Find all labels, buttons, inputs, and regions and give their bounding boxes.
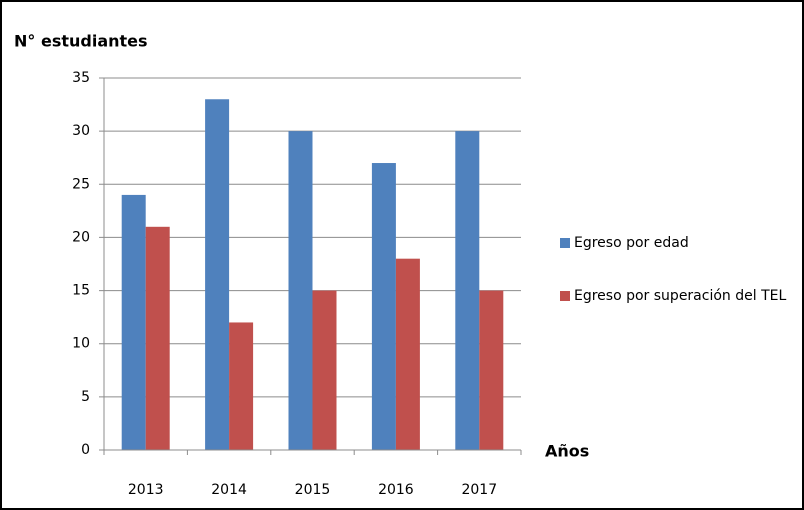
bar xyxy=(371,163,396,450)
bar xyxy=(145,226,170,450)
bar xyxy=(288,131,313,450)
y-tick-label: 20 xyxy=(72,229,90,245)
y-tick-label: 30 xyxy=(72,123,90,139)
y-tick-label: 15 xyxy=(72,283,90,299)
bar xyxy=(229,322,254,450)
y-tick-label: 35 xyxy=(72,70,90,86)
x-tick-label: 2014 xyxy=(211,482,247,498)
x-tick-label: 2017 xyxy=(461,482,497,498)
bar xyxy=(395,258,420,450)
x-tick-label: 2013 xyxy=(128,482,164,498)
legend-label: Egreso por edad xyxy=(574,235,689,251)
bar xyxy=(121,194,146,450)
legend-swatch xyxy=(560,238,570,248)
x-tick-label: 2016 xyxy=(378,482,414,498)
bar xyxy=(312,290,337,450)
bar xyxy=(479,290,504,450)
legend-swatch xyxy=(560,291,570,301)
chart-title: N° estudiantes xyxy=(14,32,148,51)
y-tick-label: 0 xyxy=(81,442,90,458)
x-tick-label: 2015 xyxy=(295,482,331,498)
legend-label: Egreso por superación del TEL xyxy=(574,288,787,304)
bar xyxy=(455,131,480,450)
y-tick-label: 10 xyxy=(72,336,90,352)
legend-item: Egreso por superación del TEL xyxy=(560,285,795,307)
legend-item: Egreso por edad xyxy=(560,232,795,254)
x-axis-label: Años xyxy=(545,442,589,461)
y-tick-label: 25 xyxy=(72,176,90,192)
bar xyxy=(205,99,230,450)
y-tick-label: 5 xyxy=(81,389,90,405)
